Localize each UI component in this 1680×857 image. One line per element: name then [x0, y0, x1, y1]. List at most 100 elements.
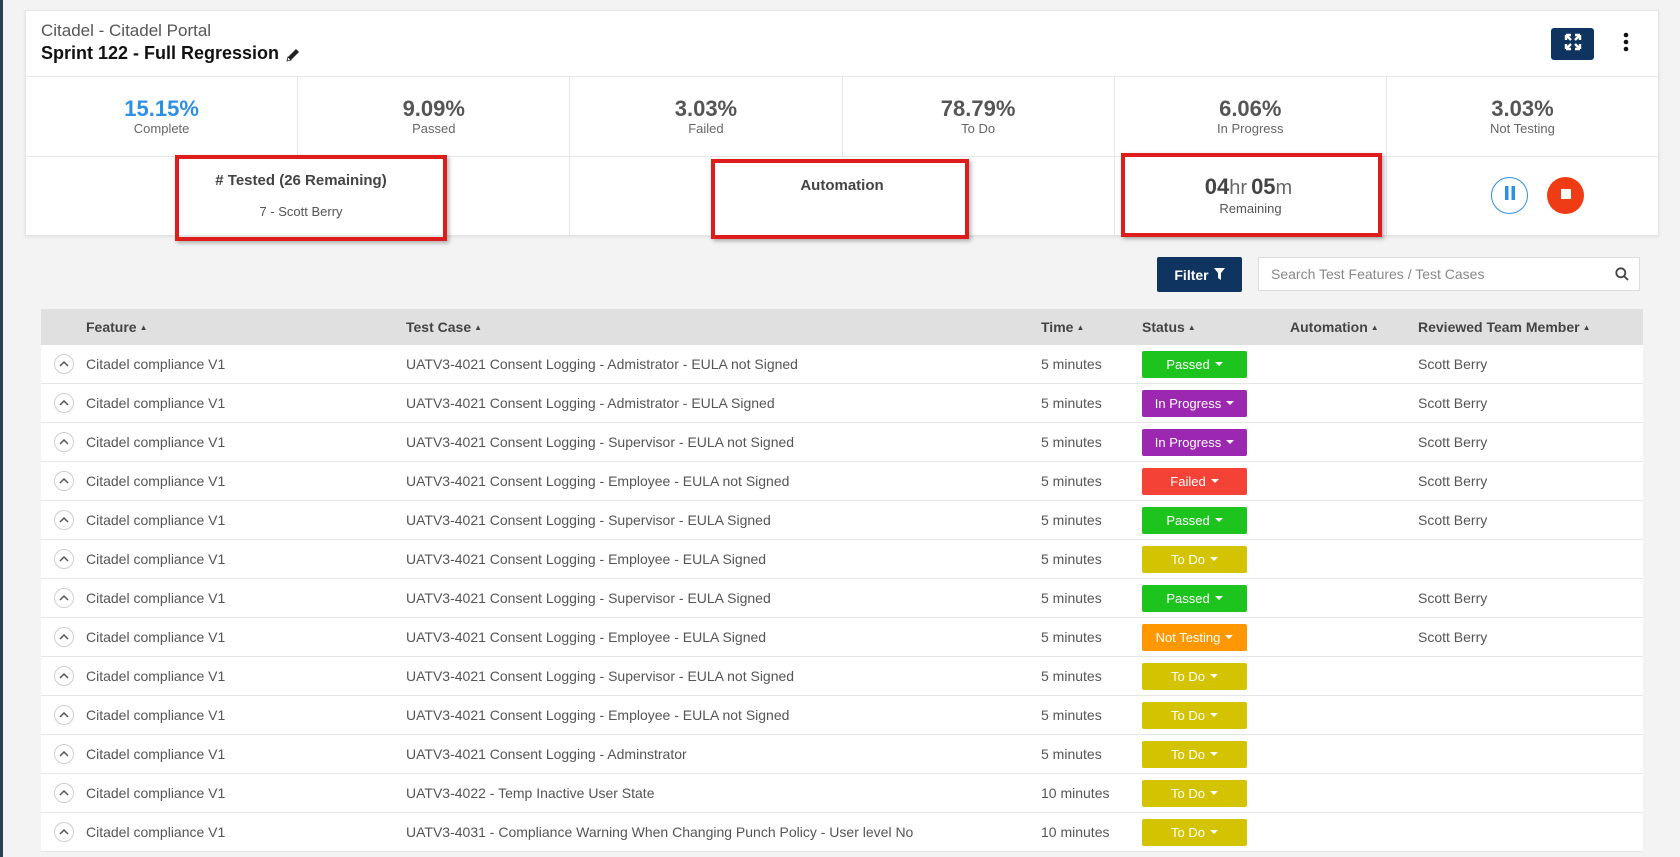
chevron-up-icon[interactable]	[53, 549, 74, 569]
test-case-cell[interactable]: UATV3-4021 Consent Logging - Supervisor …	[406, 434, 795, 450]
status-dropdown[interactable]: In Progress	[1142, 428, 1247, 456]
time-cell: 5 minutes	[1041, 551, 1102, 567]
time-cell: 5 minutes	[1041, 746, 1102, 762]
stat-complete: 15.15% Complete	[26, 77, 299, 156]
status-dropdown[interactable]: Failed	[1142, 467, 1247, 495]
tested-cell: # Tested (26 Remaining) 7 - Scott Berry	[26, 155, 570, 241]
stat-label: Not Testing	[1490, 121, 1555, 136]
status-dropdown[interactable]: To Do	[1142, 779, 1247, 807]
status-dropdown[interactable]: To Do	[1142, 740, 1247, 768]
column-header-time[interactable]: Time ▲	[1041, 319, 1142, 335]
table-row: Citadel compliance V1 UATV3-4021 Consent …	[41, 501, 1643, 540]
feature-cell: Citadel compliance V1	[86, 785, 226, 801]
chevron-up-icon[interactable]	[53, 510, 74, 530]
caret-down-icon	[1226, 440, 1235, 444]
status-label: In Progress	[1154, 395, 1222, 411]
caret-down-icon	[1225, 635, 1234, 639]
test-case-cell[interactable]: UATV3-4021 Consent Logging - Supervisor …	[406, 590, 771, 606]
time-cell: 5 minutes	[1041, 395, 1102, 411]
stat-value: 3.03%	[674, 96, 738, 121]
status-dropdown[interactable]: To Do	[1142, 818, 1247, 846]
sort-caret-icon: ▲	[1582, 322, 1591, 332]
table-row: Citadel compliance V1 UATV3-4021 Consent …	[41, 462, 1643, 501]
search-input[interactable]	[1259, 258, 1605, 290]
time-cell: 5 minutes	[1041, 473, 1102, 489]
test-case-cell[interactable]: UATV3-4022 - Temp Inactive User State	[406, 785, 655, 801]
sort-caret-icon: ▲	[1076, 322, 1085, 332]
status-dropdown[interactable]: Not Testing	[1142, 623, 1247, 651]
chevron-up-icon[interactable]	[53, 666, 74, 686]
feature-cell: Citadel compliance V1	[86, 356, 226, 372]
row-toggle-cell	[41, 627, 86, 647]
table-body: Citadel compliance V1 UATV3-4021 Consent …	[41, 345, 1643, 852]
caret-down-icon	[1210, 479, 1219, 483]
status-cell: Passed	[1142, 350, 1290, 378]
status-label: To Do	[1171, 746, 1205, 762]
column-header-label: Status	[1142, 319, 1185, 335]
test-case-cell[interactable]: UATV3-4021 Consent Logging - Employee - …	[406, 707, 790, 723]
test-case-cell[interactable]: UATV3-4031 - Compliance Warning When Cha…	[406, 824, 914, 840]
table-row: Citadel compliance V1 UATV3-4031 - Compli…	[41, 813, 1643, 852]
fullscreen-expand-icon	[1563, 32, 1583, 57]
test-case-cell[interactable]: UATV3-4021 Consent Logging - Admistrator…	[406, 356, 798, 372]
chevron-up-icon[interactable]	[53, 705, 74, 725]
status-dropdown[interactable]: Passed	[1142, 584, 1247, 612]
fullscreen-expand-button[interactable]	[1551, 28, 1594, 60]
feature-cell: Citadel compliance V1	[86, 473, 226, 489]
magnifier-icon[interactable]	[1605, 258, 1639, 290]
status-dropdown[interactable]: Passed	[1142, 506, 1247, 534]
row-toggle-cell	[41, 822, 86, 842]
automation-cell: Automation	[570, 157, 1115, 239]
status-dropdown[interactable]: To Do	[1142, 662, 1247, 690]
time-cell: 10 minutes	[1041, 785, 1110, 801]
pause-button[interactable]	[1491, 177, 1528, 214]
chevron-up-icon[interactable]	[53, 744, 74, 764]
column-header-status[interactable]: Status ▲	[1142, 319, 1290, 335]
feature-cell: Citadel compliance V1	[86, 395, 226, 411]
sort-caret-icon: ▲	[474, 322, 483, 332]
chevron-up-icon[interactable]	[53, 588, 74, 608]
status-dropdown[interactable]: To Do	[1142, 701, 1247, 729]
test-case-cell[interactable]: UATV3-4021 Consent Logging - Admistrator…	[406, 395, 775, 411]
test-case-cell[interactable]: UATV3-4021 Consent Logging - Supervisor …	[406, 512, 771, 528]
pencil-icon[interactable]	[285, 45, 301, 62]
test-case-cell[interactable]: UATV3-4021 Consent Logging - Employee - …	[406, 473, 790, 489]
status-dropdown[interactable]: In Progress	[1142, 389, 1247, 417]
stat-not-testing: 3.03% Not Testing	[1387, 77, 1658, 156]
column-header-feature[interactable]: Feature ▲	[86, 319, 406, 335]
table-row: Citadel compliance V1 UATV3-4021 Consent …	[41, 423, 1643, 462]
row-toggle-cell	[41, 705, 86, 725]
stat-value: 6.06%	[1219, 96, 1282, 121]
filter-button[interactable]: Filter	[1157, 257, 1242, 292]
chevron-up-icon[interactable]	[53, 627, 74, 647]
test-case-cell[interactable]: UATV3-4021 Consent Logging - Adminstrato…	[406, 746, 687, 762]
stat-label: In Progress	[1217, 121, 1284, 136]
test-case-cell[interactable]: UATV3-4021 Consent Logging - Employee - …	[406, 551, 767, 567]
search-box	[1258, 257, 1640, 291]
column-header-automation[interactable]: Automation ▲	[1290, 319, 1418, 335]
stat-value: 15.15%	[124, 96, 199, 121]
feature-cell: Citadel compliance V1	[86, 629, 226, 645]
chevron-up-icon[interactable]	[53, 822, 74, 842]
stop-button[interactable]	[1547, 177, 1584, 214]
feature-cell: Citadel compliance V1	[86, 668, 226, 684]
status-label: To Do	[1171, 824, 1205, 840]
stop-icon	[1560, 187, 1572, 205]
status-cell: In Progress	[1142, 389, 1290, 417]
test-case-cell[interactable]: UATV3-4021 Consent Logging - Supervisor …	[406, 668, 795, 684]
status-dropdown[interactable]: Passed	[1142, 350, 1247, 378]
more-options-button[interactable]	[1616, 28, 1636, 60]
chevron-up-icon[interactable]	[53, 432, 74, 452]
table-row: Citadel compliance V1 UATV3-4021 Consent …	[41, 657, 1643, 696]
row-toggle-cell	[41, 432, 86, 452]
status-dropdown[interactable]: To Do	[1142, 545, 1247, 573]
chevron-up-icon[interactable]	[53, 783, 74, 803]
stat-value: 9.09%	[402, 96, 465, 121]
chevron-up-icon[interactable]	[53, 393, 74, 413]
row-toggle-cell	[41, 783, 86, 803]
chevron-up-icon[interactable]	[53, 471, 74, 491]
column-header-test-case[interactable]: Test Case ▲	[406, 319, 1041, 335]
column-header-reviewed-team-member[interactable]: Reviewed Team Member ▲	[1418, 319, 1643, 335]
chevron-up-icon[interactable]	[53, 354, 74, 374]
test-case-cell[interactable]: UATV3-4021 Consent Logging - Employee - …	[406, 629, 767, 645]
